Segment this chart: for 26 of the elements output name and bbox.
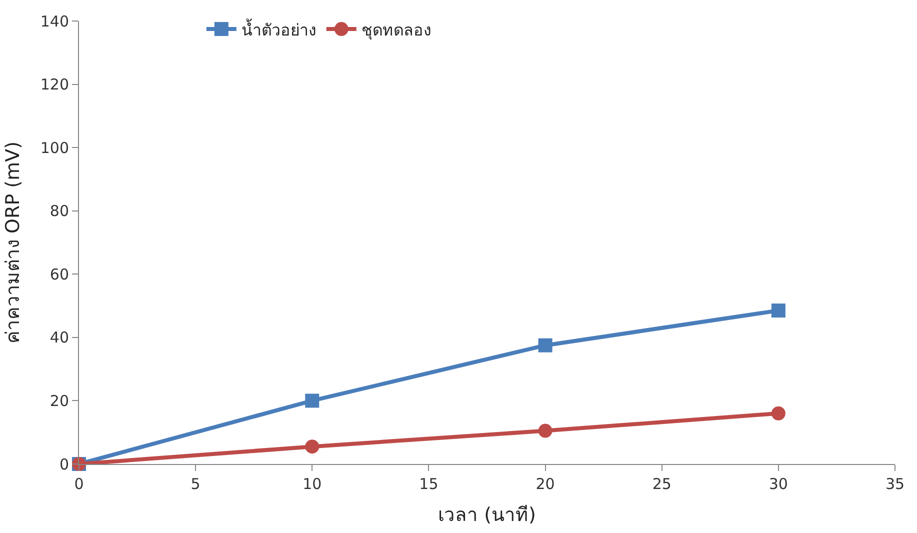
legend-label: ชุดทดลอง — [361, 20, 432, 40]
y-axis-title: ค่าความต่าง ORP (mV) — [2, 141, 24, 344]
x-tick-label: 20 — [536, 475, 555, 493]
point — [771, 304, 786, 318]
point — [538, 338, 552, 352]
x-tick-label: 10 — [302, 475, 322, 493]
x-tick-label: 0 — [74, 475, 84, 493]
point — [305, 394, 320, 408]
y-tick-label: 140 — [40, 12, 69, 30]
y-tick-label: 80 — [50, 202, 69, 220]
y-tick-label: 100 — [40, 138, 69, 157]
y-tick-label: 0 — [59, 455, 69, 474]
x-tick-label: 5 — [190, 475, 200, 493]
y-tick-label: 40 — [50, 328, 69, 347]
legend-label: น้ำตัวอย่าง — [241, 18, 316, 40]
x-tick-label: 15 — [419, 475, 438, 493]
y-tick-label: 20 — [50, 392, 69, 410]
x-tick-label: 35 — [885, 475, 905, 493]
point — [305, 440, 320, 454]
x-tick-label: 30 — [768, 475, 788, 493]
point — [771, 406, 786, 420]
y-tick-label: 60 — [50, 265, 69, 284]
point — [538, 424, 552, 438]
x-axis-title: เวลา (นาที) — [438, 504, 536, 526]
y-tick-label: 120 — [40, 76, 69, 94]
x-tick-label: 25 — [652, 475, 672, 493]
